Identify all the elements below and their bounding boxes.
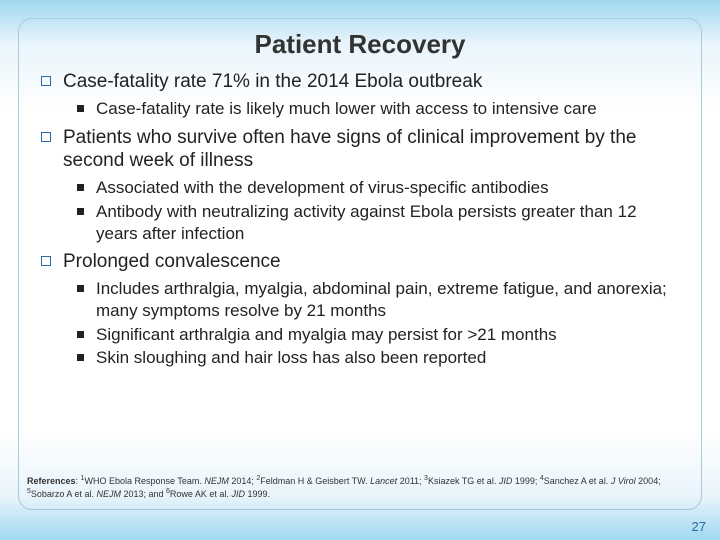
filled-square-icon: [77, 184, 84, 191]
filled-square-icon: [77, 105, 84, 112]
references-text: References: 1WHO Ebola Response Team. NE…: [27, 474, 661, 501]
list-item: Patients who survive often have signs of…: [41, 126, 679, 245]
sub-bullet-text: Significant arthralgia and myalgia may p…: [96, 324, 557, 346]
sub-bullet-text: Associated with the development of virus…: [96, 177, 549, 199]
list-item: Case-fatality rate 71% in the 2014 Ebola…: [41, 70, 679, 120]
sub-list-item: Case-fatality rate is likely much lower …: [77, 98, 679, 120]
slide-frame: Patient Recovery Case-fatality rate 71% …: [18, 18, 702, 510]
square-bullet-icon: [41, 256, 51, 266]
filled-square-icon: [77, 285, 84, 292]
bullet-text: Prolonged convalescence: [63, 250, 281, 274]
filled-square-icon: [77, 331, 84, 338]
sub-list-item: Skin sloughing and hair loss has also be…: [77, 347, 679, 369]
bullet-text: Patients who survive often have signs of…: [63, 126, 679, 174]
list-item: Prolonged convalescence Includes arthral…: [41, 250, 679, 369]
filled-square-icon: [77, 208, 84, 215]
square-bullet-icon: [41, 132, 51, 142]
square-bullet-icon: [41, 76, 51, 86]
sub-list-item: Antibody with neutralizing activity agai…: [77, 201, 679, 245]
page-number: 27: [692, 519, 706, 534]
bullet-list: Case-fatality rate 71% in the 2014 Ebola…: [41, 70, 679, 369]
filled-square-icon: [77, 354, 84, 361]
sub-list-item: Includes arthralgia, myalgia, abdominal …: [77, 278, 679, 322]
sub-list-item: Associated with the development of virus…: [77, 177, 679, 199]
sub-bullet-text: Includes arthralgia, myalgia, abdominal …: [96, 278, 679, 322]
slide-title: Patient Recovery: [41, 29, 679, 60]
sub-bullet-text: Antibody with neutralizing activity agai…: [96, 201, 679, 245]
sub-list-item: Significant arthralgia and myalgia may p…: [77, 324, 679, 346]
sub-bullet-text: Case-fatality rate is likely much lower …: [96, 98, 597, 120]
bullet-text: Case-fatality rate 71% in the 2014 Ebola…: [63, 70, 482, 94]
sub-bullet-text: Skin sloughing and hair loss has also be…: [96, 347, 486, 369]
